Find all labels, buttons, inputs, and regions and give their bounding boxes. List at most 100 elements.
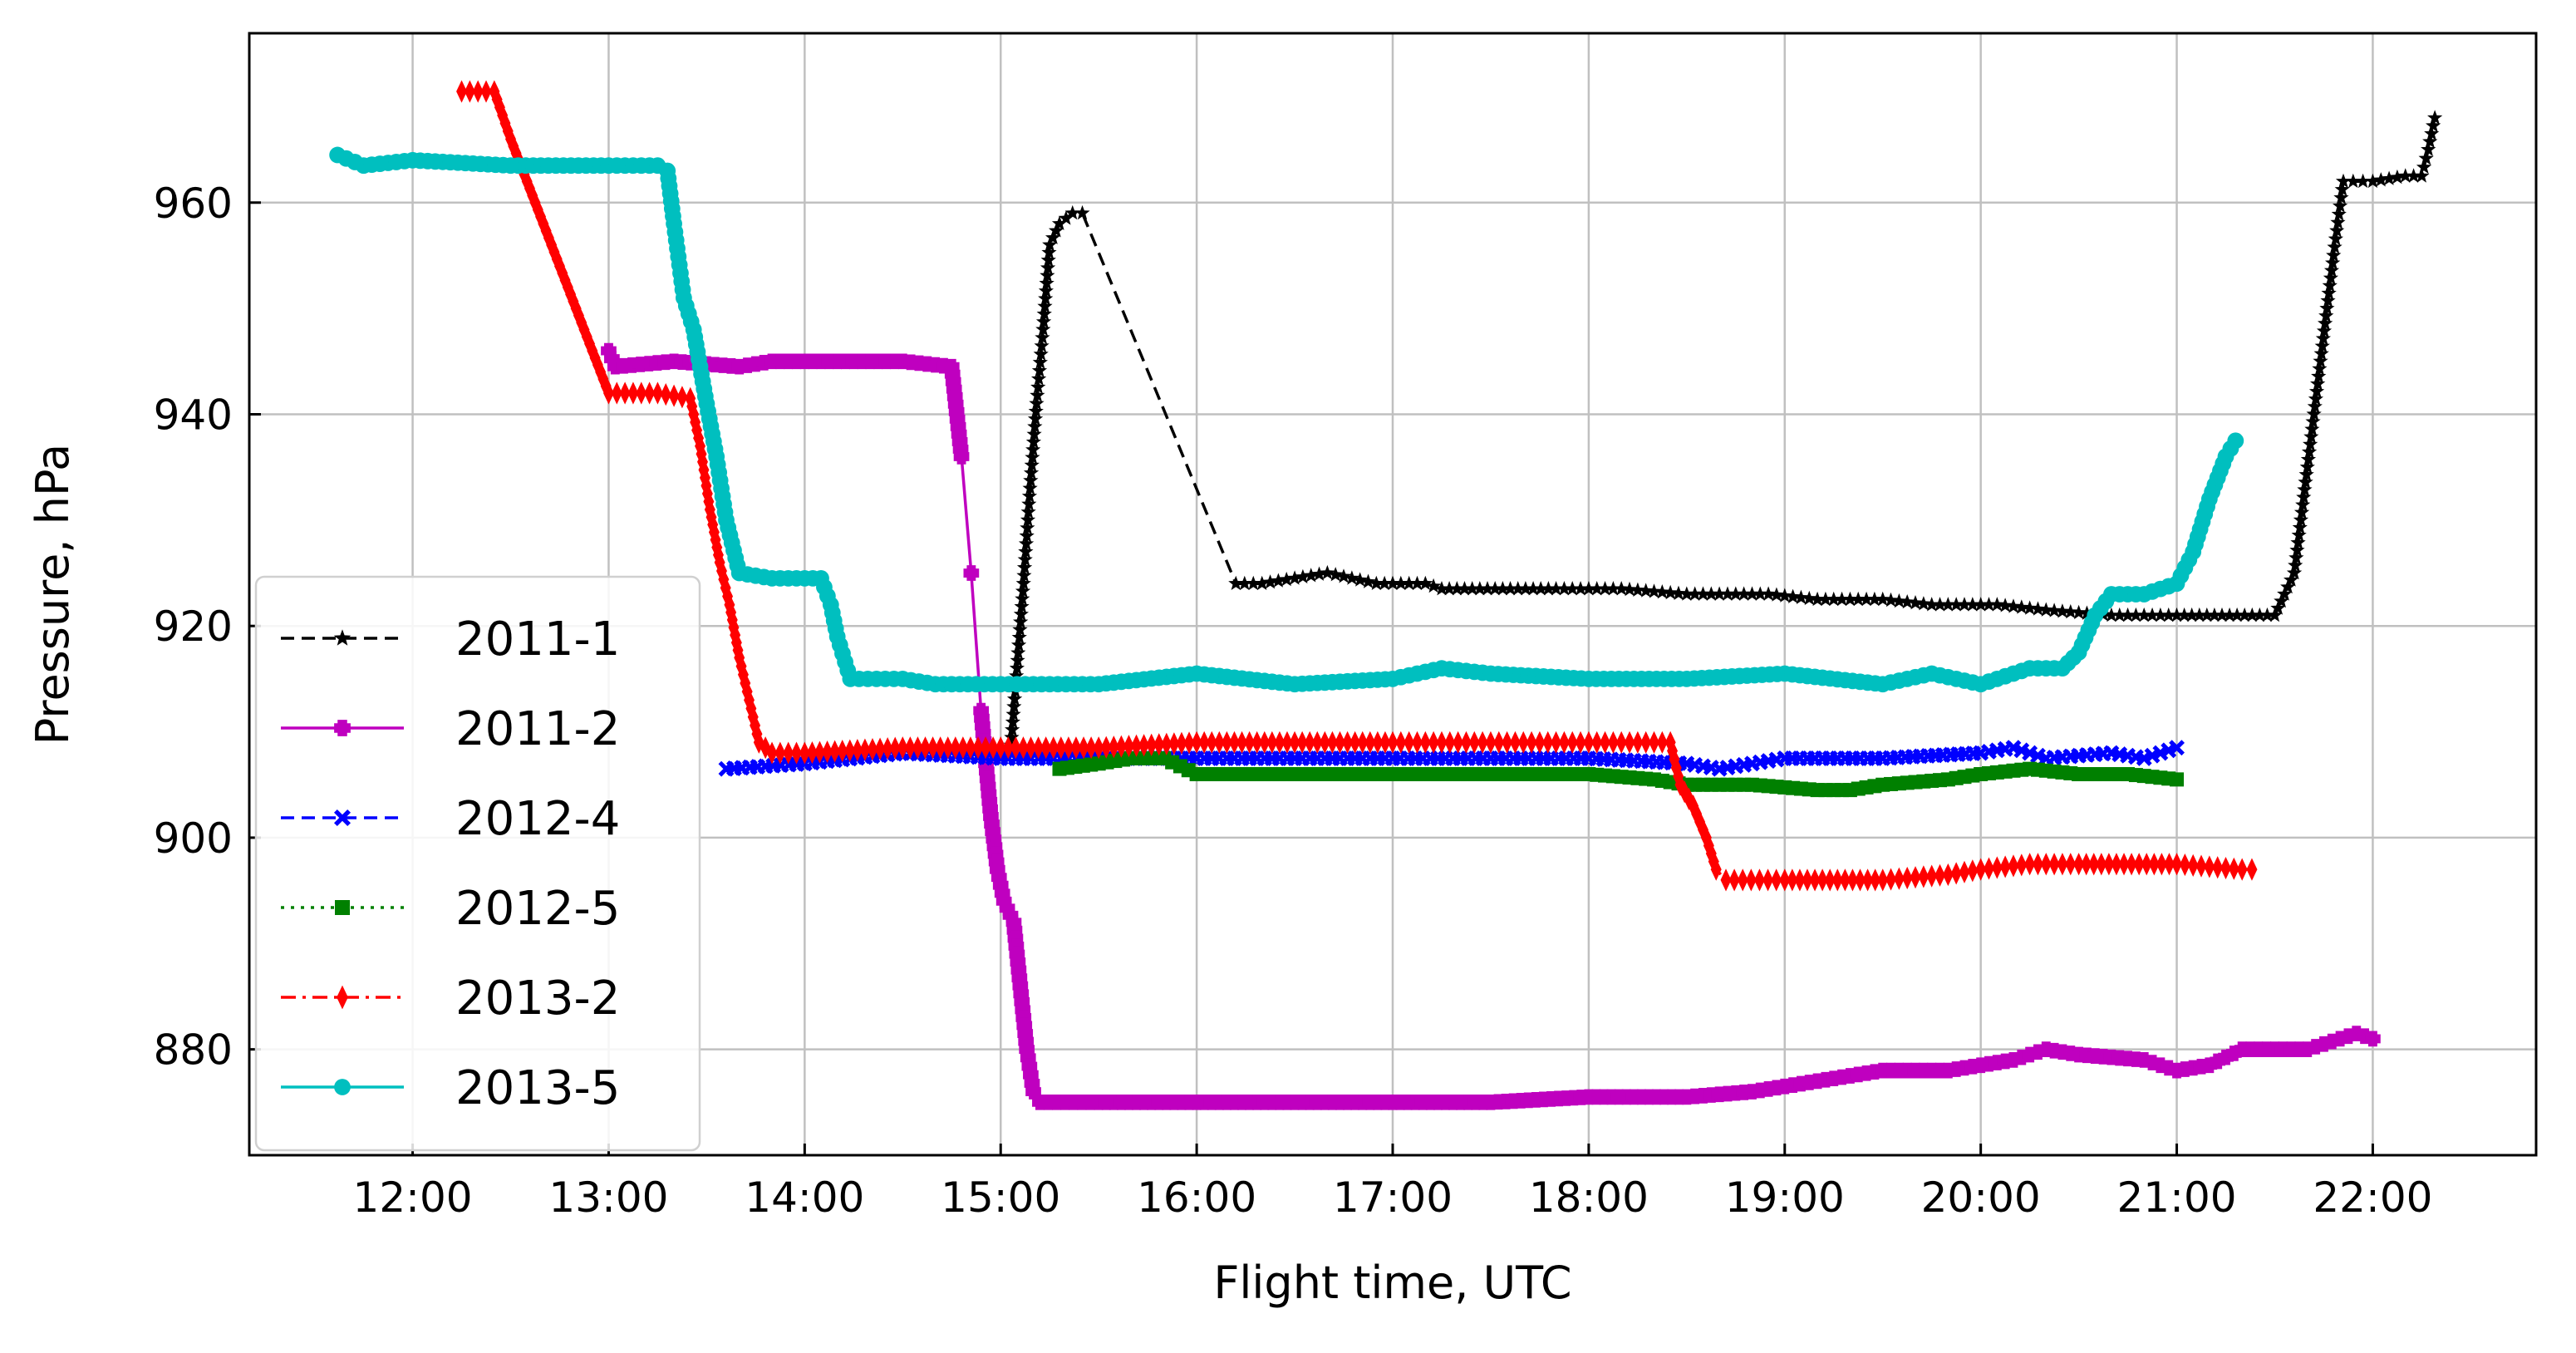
data-point [2290, 534, 2306, 549]
data-point [1010, 645, 1026, 660]
data-point [1023, 465, 1040, 480]
data-point [1787, 868, 1798, 892]
data-point [2291, 527, 2307, 542]
data-point [1206, 731, 1217, 754]
series-markers [456, 80, 2258, 892]
data-point [2389, 169, 2405, 184]
data-point [1401, 575, 1417, 590]
data-point [2096, 853, 2107, 876]
data-point [1344, 570, 1359, 585]
data-point [2246, 858, 2258, 881]
data-point [1228, 575, 1244, 590]
data-point [1303, 568, 1319, 583]
data-point [1670, 585, 1687, 600]
data-point [1656, 731, 1668, 754]
data-point [1956, 597, 1973, 612]
data-point [1654, 584, 1670, 599]
legend-item-2013-5: 2013-5 [281, 1061, 620, 1115]
data-point [1229, 731, 1240, 754]
data-point [1794, 868, 1806, 892]
data-point [1040, 252, 1056, 267]
data-point [1176, 731, 1187, 755]
data-point [660, 383, 671, 406]
data-point [2030, 601, 2046, 616]
data-point [1078, 736, 1089, 760]
series-markers [601, 342, 2381, 1110]
data-point [1022, 480, 1038, 495]
data-point [1589, 581, 1605, 596]
data-point [942, 736, 954, 760]
legend-label: 2013-2 [455, 972, 620, 1026]
data-point [1940, 597, 1956, 612]
data-point [1541, 581, 1556, 596]
data-point [1548, 581, 1564, 596]
data-point [1221, 731, 1232, 754]
data-point [1630, 582, 1645, 597]
data-point [1893, 867, 1905, 890]
data-point [1010, 736, 1021, 760]
data-point [1168, 732, 1180, 755]
data-point [1040, 268, 1055, 283]
data-point [562, 276, 573, 299]
data-point [1615, 731, 1627, 754]
data-point [1785, 588, 1801, 603]
data-point [1687, 586, 1703, 601]
legend-item-2012-5: 2012-5 [281, 882, 620, 936]
data-point [1720, 868, 1732, 892]
legend-label: 2013-5 [455, 1061, 620, 1115]
data-point [1319, 731, 1330, 754]
data-point [2307, 398, 2323, 414]
data-point [874, 737, 886, 760]
data-point [1991, 856, 2003, 879]
data-point [2259, 607, 2275, 622]
data-point [1026, 426, 1042, 441]
data-point [1027, 418, 1043, 434]
data-point [1005, 714, 1020, 729]
series-markers [329, 146, 2244, 693]
data-point [1123, 735, 1134, 758]
data-point [1436, 731, 1448, 754]
data-point [1024, 457, 1040, 472]
data-point [1295, 568, 1310, 584]
data-point [1254, 575, 1270, 590]
data-point [1533, 581, 1549, 596]
data-point [1085, 736, 1097, 760]
data-point [1875, 591, 1890, 607]
data-point [1901, 866, 1913, 890]
data-point [2283, 572, 2299, 587]
data-point [2073, 853, 2085, 876]
data-point [1379, 731, 1391, 754]
data-point [2327, 239, 2342, 254]
data-point [1010, 652, 1025, 667]
data-point [2325, 254, 2341, 270]
data-point [2298, 474, 2313, 490]
data-point [1038, 291, 1054, 306]
data-point [2032, 853, 2043, 876]
data-point [1858, 591, 1875, 607]
data-point [2176, 607, 2192, 622]
data-point [2141, 853, 2152, 876]
data-point [1866, 591, 1882, 607]
data-point [2334, 181, 2350, 196]
data-point [1015, 583, 1031, 598]
data-point [1404, 731, 1415, 754]
data-point [1453, 731, 1464, 754]
x-tick-label: 17:00 [1333, 1173, 1453, 1222]
data-point [1851, 591, 1866, 607]
data-point [2024, 853, 2036, 876]
data-point [1025, 736, 1036, 760]
data-point [2316, 322, 2333, 338]
data-point [837, 739, 848, 763]
data-point [1542, 731, 1554, 754]
data-point [2300, 451, 2317, 466]
data-point [1349, 731, 1361, 754]
data-point [2270, 600, 2286, 615]
data-point [1023, 472, 1039, 488]
data-point [508, 135, 519, 158]
data-point [935, 736, 946, 760]
data-point [1551, 731, 1562, 754]
data-point [995, 736, 1006, 760]
data-point [1736, 586, 1752, 601]
data-point [1031, 371, 1047, 386]
data-point [1862, 868, 1874, 892]
